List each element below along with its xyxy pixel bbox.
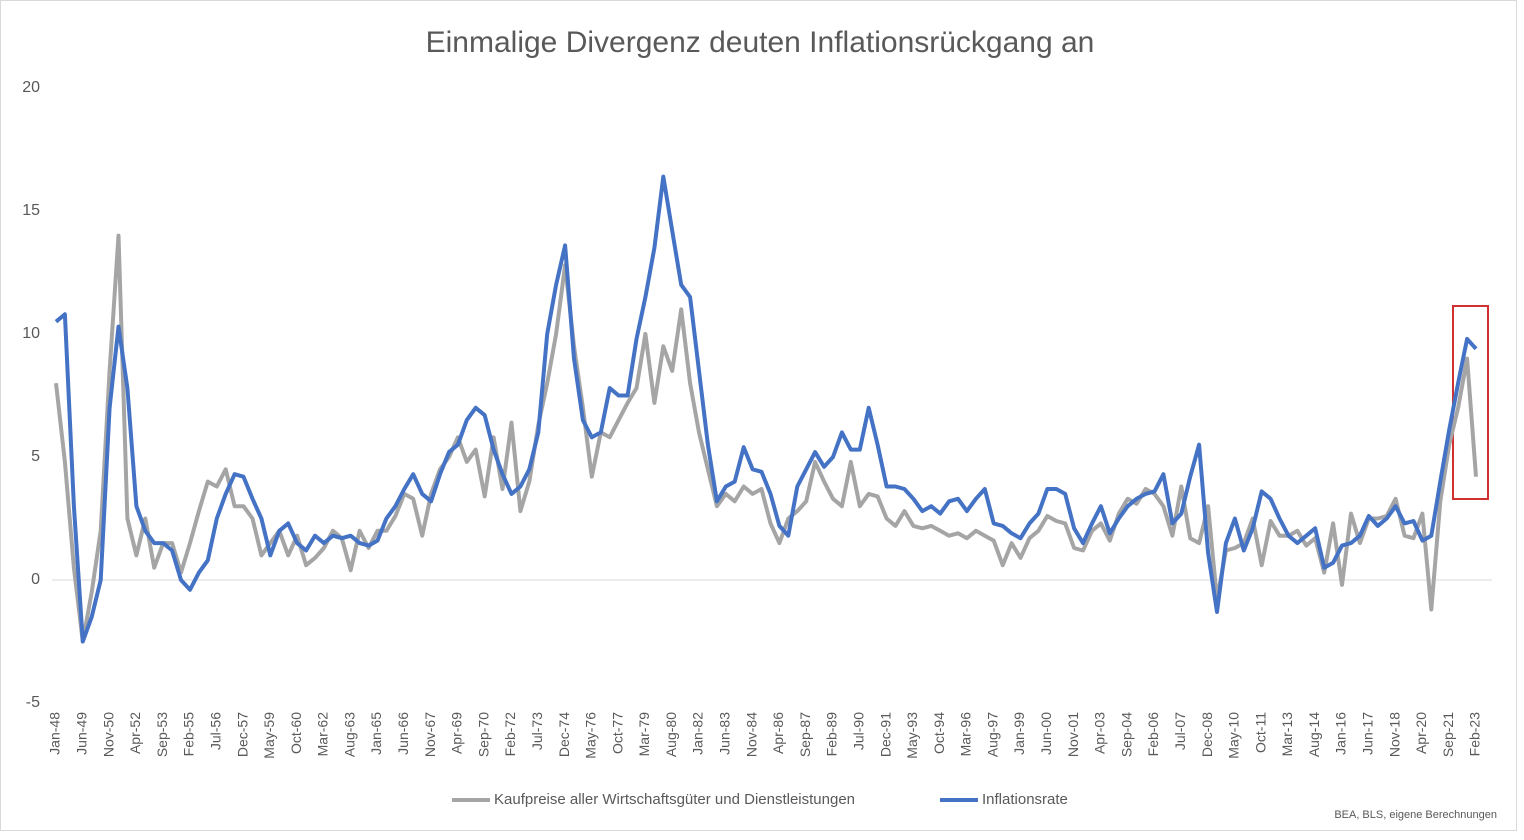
y-tick-label: 0 (31, 571, 40, 588)
x-tick-label: Jul-07 (1172, 712, 1188, 750)
x-tick-label: Feb-06 (1145, 712, 1161, 757)
x-tick-label: Jun-49 (73, 712, 89, 755)
series-line (54, 233, 1478, 644)
x-tick-label: Nov-84 (743, 712, 759, 757)
x-tick-label: Apr-03 (1092, 712, 1108, 754)
x-tick-label: Jan-82 (690, 712, 706, 755)
x-tick-label: Feb-23 (1467, 712, 1483, 757)
x-tick-label: Jul-90 (850, 712, 866, 750)
x-tick-label: Mar-79 (636, 712, 652, 757)
x-tick-label: Jul-56 (207, 712, 223, 750)
x-tick-label: Aug-63 (341, 712, 357, 757)
x-tick-label: Nov-50 (100, 712, 116, 757)
series-line (54, 174, 1478, 644)
x-tick-label: Dec-91 (877, 712, 893, 757)
x-tick-label: Dec-57 (234, 712, 250, 757)
x-tick-label: Apr-86 (770, 712, 786, 754)
x-tick-label: Dec-74 (556, 712, 572, 757)
x-tick-label: Sep-04 (1118, 712, 1134, 757)
legend-label: Kaufpreise aller Wirtschaftsgüter und Di… (494, 791, 855, 808)
x-tick-label: Jun-00 (1038, 712, 1054, 755)
legend-label: Inflationsrate (982, 791, 1068, 808)
y-tick-label: 20 (22, 79, 40, 96)
x-tick-label: Jan-65 (368, 712, 384, 755)
x-tick-label: Oct-11 (1252, 712, 1268, 753)
x-tick-label: Feb-55 (181, 712, 197, 757)
x-tick-label: May-10 (1226, 712, 1242, 759)
x-tick-label: Sep-21 (1440, 712, 1456, 757)
y-tick-label: 10 (22, 325, 40, 342)
x-tick-label: Apr-52 (127, 712, 143, 754)
x-tick-label: Jan-48 (47, 712, 63, 755)
x-tick-label: Sep-87 (797, 712, 813, 757)
x-tick-label: Jan-16 (1333, 712, 1349, 755)
x-tick-label: Mar-62 (315, 712, 331, 757)
x-tick-label: May-59 (261, 712, 277, 759)
y-tick-label: 5 (31, 448, 40, 465)
x-tick-label: Oct-94 (931, 712, 947, 754)
y-tick-label: 15 (22, 202, 40, 219)
x-tick-label: Sep-53 (154, 712, 170, 757)
x-tick-label: Oct-60 (288, 712, 304, 754)
y-tick-label: -5 (26, 694, 40, 711)
x-tick-label: Jul-73 (529, 712, 545, 750)
x-tick-label: Nov-18 (1386, 712, 1402, 757)
x-tick-label: Jan-99 (1011, 712, 1027, 755)
x-tick-label: May-93 (904, 712, 920, 759)
x-tick-label: Feb-72 (502, 712, 518, 757)
x-tick-label: Aug-97 (984, 712, 1000, 757)
x-tick-label: Aug-80 (663, 712, 679, 757)
x-tick-label: Nov-67 (422, 712, 438, 757)
x-tick-label: Oct-77 (609, 712, 625, 754)
source-note: BEA, BLS, eigene Berechnungen (1334, 809, 1497, 821)
x-tick-label: Mar-13 (1279, 712, 1295, 757)
x-tick-label: Mar-96 (958, 712, 974, 757)
x-tick-label: Apr-20 (1413, 712, 1429, 754)
x-tick-label: Nov-01 (1065, 712, 1081, 757)
x-tick-label: May-76 (583, 712, 599, 759)
x-tick-label: Apr-69 (449, 712, 465, 754)
chart-title: Einmalige Divergenz deuten Inflationsrüc… (426, 26, 1095, 59)
x-tick-label: Jun-17 (1360, 712, 1376, 755)
x-tick-label: Jun-66 (395, 712, 411, 755)
x-tick-label: Aug-14 (1306, 712, 1322, 757)
x-tick-label: Jun-83 (717, 712, 733, 755)
x-tick-label: Dec-08 (1199, 712, 1215, 757)
x-tick-label: Feb-89 (824, 712, 840, 757)
x-tick-label: Sep-70 (475, 712, 491, 757)
